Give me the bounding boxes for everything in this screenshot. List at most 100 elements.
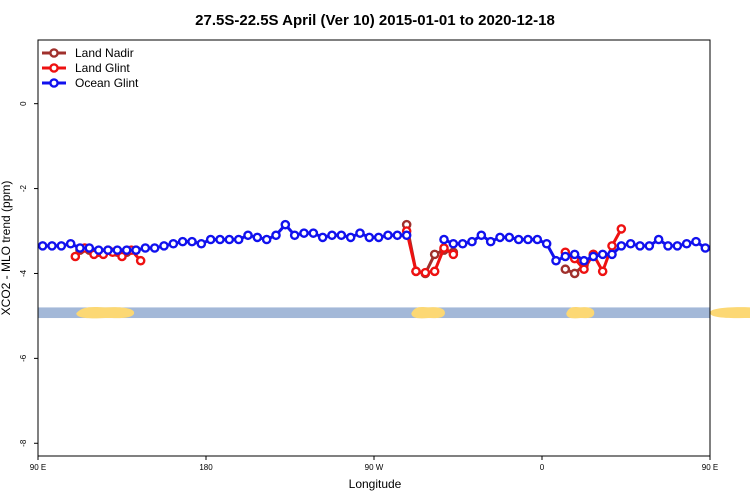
ocean-glint-point <box>485 236 496 247</box>
ocean-glint-point <box>317 232 328 243</box>
ocean-glint-point <box>93 245 104 255</box>
ocean-glint-point <box>588 251 599 262</box>
ocean-glint-point <box>579 255 589 266</box>
y-axis: 0 -2 -4 -6 -8 <box>19 101 38 447</box>
ocean-glint-point <box>75 243 85 253</box>
ocean-glint-point <box>383 230 393 241</box>
ocean-glint-point <box>616 241 627 251</box>
land-glint-point <box>448 249 459 260</box>
series-layer <box>37 219 711 279</box>
legend-label: Land Nadir <box>75 46 134 60</box>
ocean-glint-point <box>364 232 375 243</box>
ocean-glint-point <box>243 230 253 241</box>
series-ocean-glint <box>37 219 711 266</box>
ocean-glint-point <box>467 236 477 247</box>
ocean-glint-point <box>65 238 76 249</box>
x-tick-label: 90 E <box>30 463 46 472</box>
x-axis: 90 E 180 90 W 0 90 E <box>30 456 718 472</box>
land-segment <box>566 306 595 319</box>
ocean-glint-point <box>513 234 524 245</box>
ocean-glint-point <box>168 238 179 249</box>
land-nadir-point <box>569 268 580 279</box>
legend-item-land-glint: Land Glint <box>42 61 130 75</box>
ocean-glint-point <box>691 236 701 247</box>
ocean-glint-point <box>551 255 561 266</box>
land-glint-point <box>411 266 421 277</box>
y-tick-label: -4 <box>19 269 28 277</box>
land-glint-point <box>616 224 627 234</box>
ocean-glint-point <box>103 245 113 255</box>
ocean-glint-point <box>336 230 347 241</box>
ocean-glint-point <box>495 232 505 243</box>
ocean-glint-point <box>504 232 515 243</box>
ocean-glint-point <box>523 234 533 245</box>
ocean-glint-point <box>261 234 272 245</box>
land-ocean-band <box>38 306 750 319</box>
ocean-glint-point <box>280 219 291 230</box>
ocean-glint-point <box>131 245 141 255</box>
x-tick-label: 180 <box>199 463 213 472</box>
ocean-glint-point <box>392 230 403 241</box>
land-speck <box>570 309 575 318</box>
ocean-glint-point <box>159 241 169 251</box>
ocean-glint-point <box>700 243 711 253</box>
land-glint-point <box>70 251 81 262</box>
ocean-glint-point <box>177 236 188 247</box>
legend-item-ocean-glint: Ocean Glint <box>42 76 139 90</box>
land-speck <box>108 309 112 318</box>
ocean-glint-point <box>569 249 580 260</box>
land-glint-point <box>607 241 617 251</box>
y-tick-label: -6 <box>19 354 28 362</box>
ocean-glint-point <box>644 241 655 251</box>
ocean-glint-point <box>84 243 95 253</box>
y-tick-label: -8 <box>19 439 28 447</box>
y-tick-label: -2 <box>19 184 28 192</box>
legend-item-land-nadir: Land Nadir <box>42 46 134 60</box>
land-glint-point <box>135 255 146 266</box>
land-glint-point <box>420 267 431 278</box>
ocean-glint-point <box>140 243 151 253</box>
ocean-glint-point <box>37 241 48 251</box>
ocean-glint-point <box>532 234 543 245</box>
ocean-glint-point <box>205 234 216 245</box>
ocean-glint-point <box>560 251 571 262</box>
land-nadir-point <box>560 264 571 275</box>
ocean-glint-point <box>252 232 263 243</box>
ocean-glint-point <box>607 249 617 260</box>
ocean-glint-point <box>625 238 636 249</box>
x-tick-label: 0 <box>540 463 545 472</box>
legend-swatch-marker <box>49 78 59 88</box>
land-segment <box>411 306 445 319</box>
chart-title: 27.5S-22.5S April (Ver 10) 2015-01-01 to… <box>195 12 555 29</box>
ocean-glint-point <box>308 228 319 238</box>
legend-swatch-marker <box>49 63 59 73</box>
x-tick-label: 90 W <box>365 463 384 472</box>
y-axis-label: XCO2 - MLO trend (ppm) <box>0 181 13 316</box>
ocean-glint-point <box>56 241 67 251</box>
ocean-glint-point <box>663 241 673 251</box>
ocean-glint-point <box>271 230 281 241</box>
ocean-glint-point <box>653 234 664 245</box>
ocean-glint-point <box>299 228 309 238</box>
ocean-glint-point <box>355 228 365 238</box>
y-tick-label: 0 <box>19 101 28 106</box>
land-glint-point <box>439 243 449 253</box>
ocean-glint-point <box>681 238 692 249</box>
land-glint-point <box>117 251 127 262</box>
ocean-glint-point <box>635 241 645 251</box>
ocean-glint-point <box>345 232 356 243</box>
legend-label: Ocean Glint <box>75 76 139 90</box>
ocean-glint-point <box>672 241 683 251</box>
land-nadir-point <box>429 249 440 260</box>
ocean-band <box>38 307 710 319</box>
ocean-glint-point <box>327 230 337 241</box>
land-segment <box>710 307 750 319</box>
x-tick-label: 90 E <box>702 463 718 472</box>
ocean-glint-point <box>476 230 487 241</box>
legend-label: Land Glint <box>75 61 130 75</box>
ocean-glint-point <box>149 243 160 253</box>
ocean-glint-point <box>541 238 552 249</box>
